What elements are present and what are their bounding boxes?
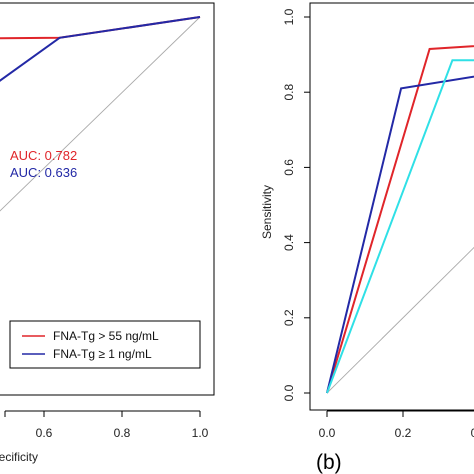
right-y-tick-label: 0.6	[282, 159, 296, 176]
left-x-tick-label: 1.0	[192, 426, 209, 440]
right-y-tick-label: 0.0	[282, 384, 296, 401]
auc-annotation-red: AUC: 0.782	[10, 148, 77, 163]
legend-label-red: FNA-Tg > 55 ng/mL	[53, 329, 159, 343]
right-y-tick-label: 0.2	[282, 309, 296, 326]
right-y-axis: 0.0 0.2 0.4 0.6 0.8 1.0	[282, 8, 311, 401]
legend-label-blue: FNA-Tg ≥ 1 ng/mL	[53, 347, 152, 361]
left-reference-diagonal	[0, 16, 201, 212]
right-x-tick-label: 0.2	[395, 426, 412, 440]
legend: FNA-Tg > 55 ng/mL FNA-Tg ≥ 1 ng/mL	[9, 320, 201, 369]
right-y-tick-label: 1.0	[282, 8, 296, 25]
left-plot-frame	[0, 2, 215, 396]
left-roc-panel: 0.6 0.8 1.0 AUC: 0.782 AUC: 0.636 FNA-Tg >…	[0, 2, 215, 464]
panel-label-b: (b)	[316, 451, 342, 474]
right-x-tick-label: 0.0	[319, 426, 336, 440]
right-x-tick-label: 0.4	[471, 426, 474, 440]
left-x-axis: 0.6 0.8 1.0	[4, 410, 209, 440]
right-series-cyan-line	[326, 59, 474, 394]
left-series-blue-line	[0, 16, 201, 82]
auc-annotation-blue: AUC: 0.636	[10, 165, 77, 180]
right-y-tick-label: 0.8	[282, 84, 296, 101]
right-y-tick-label: 0.4	[282, 234, 296, 251]
left-series-red-line	[0, 16, 201, 40]
right-y-axis-title: Sensitivity	[260, 185, 274, 239]
left-x-axis-title: pecificity	[0, 450, 38, 464]
right-roc-panel: 0.0 0.2 0.4 0.6 0.8 1.0 0.0 0.2 0.4 Sensitivity…	[260, 2, 474, 474]
right-x-axis: 0.0 0.2 0.4	[319, 410, 474, 440]
left-x-tick-label: 0.6	[36, 426, 53, 440]
right-plot-frame	[309, 2, 474, 411]
legend-box	[9, 320, 201, 369]
right-series-red-line	[326, 45, 474, 394]
right-reference-diagonal	[326, 246, 474, 394]
left-x-tick-label: 0.8	[114, 426, 131, 440]
right-series-blue-line	[326, 75, 474, 394]
